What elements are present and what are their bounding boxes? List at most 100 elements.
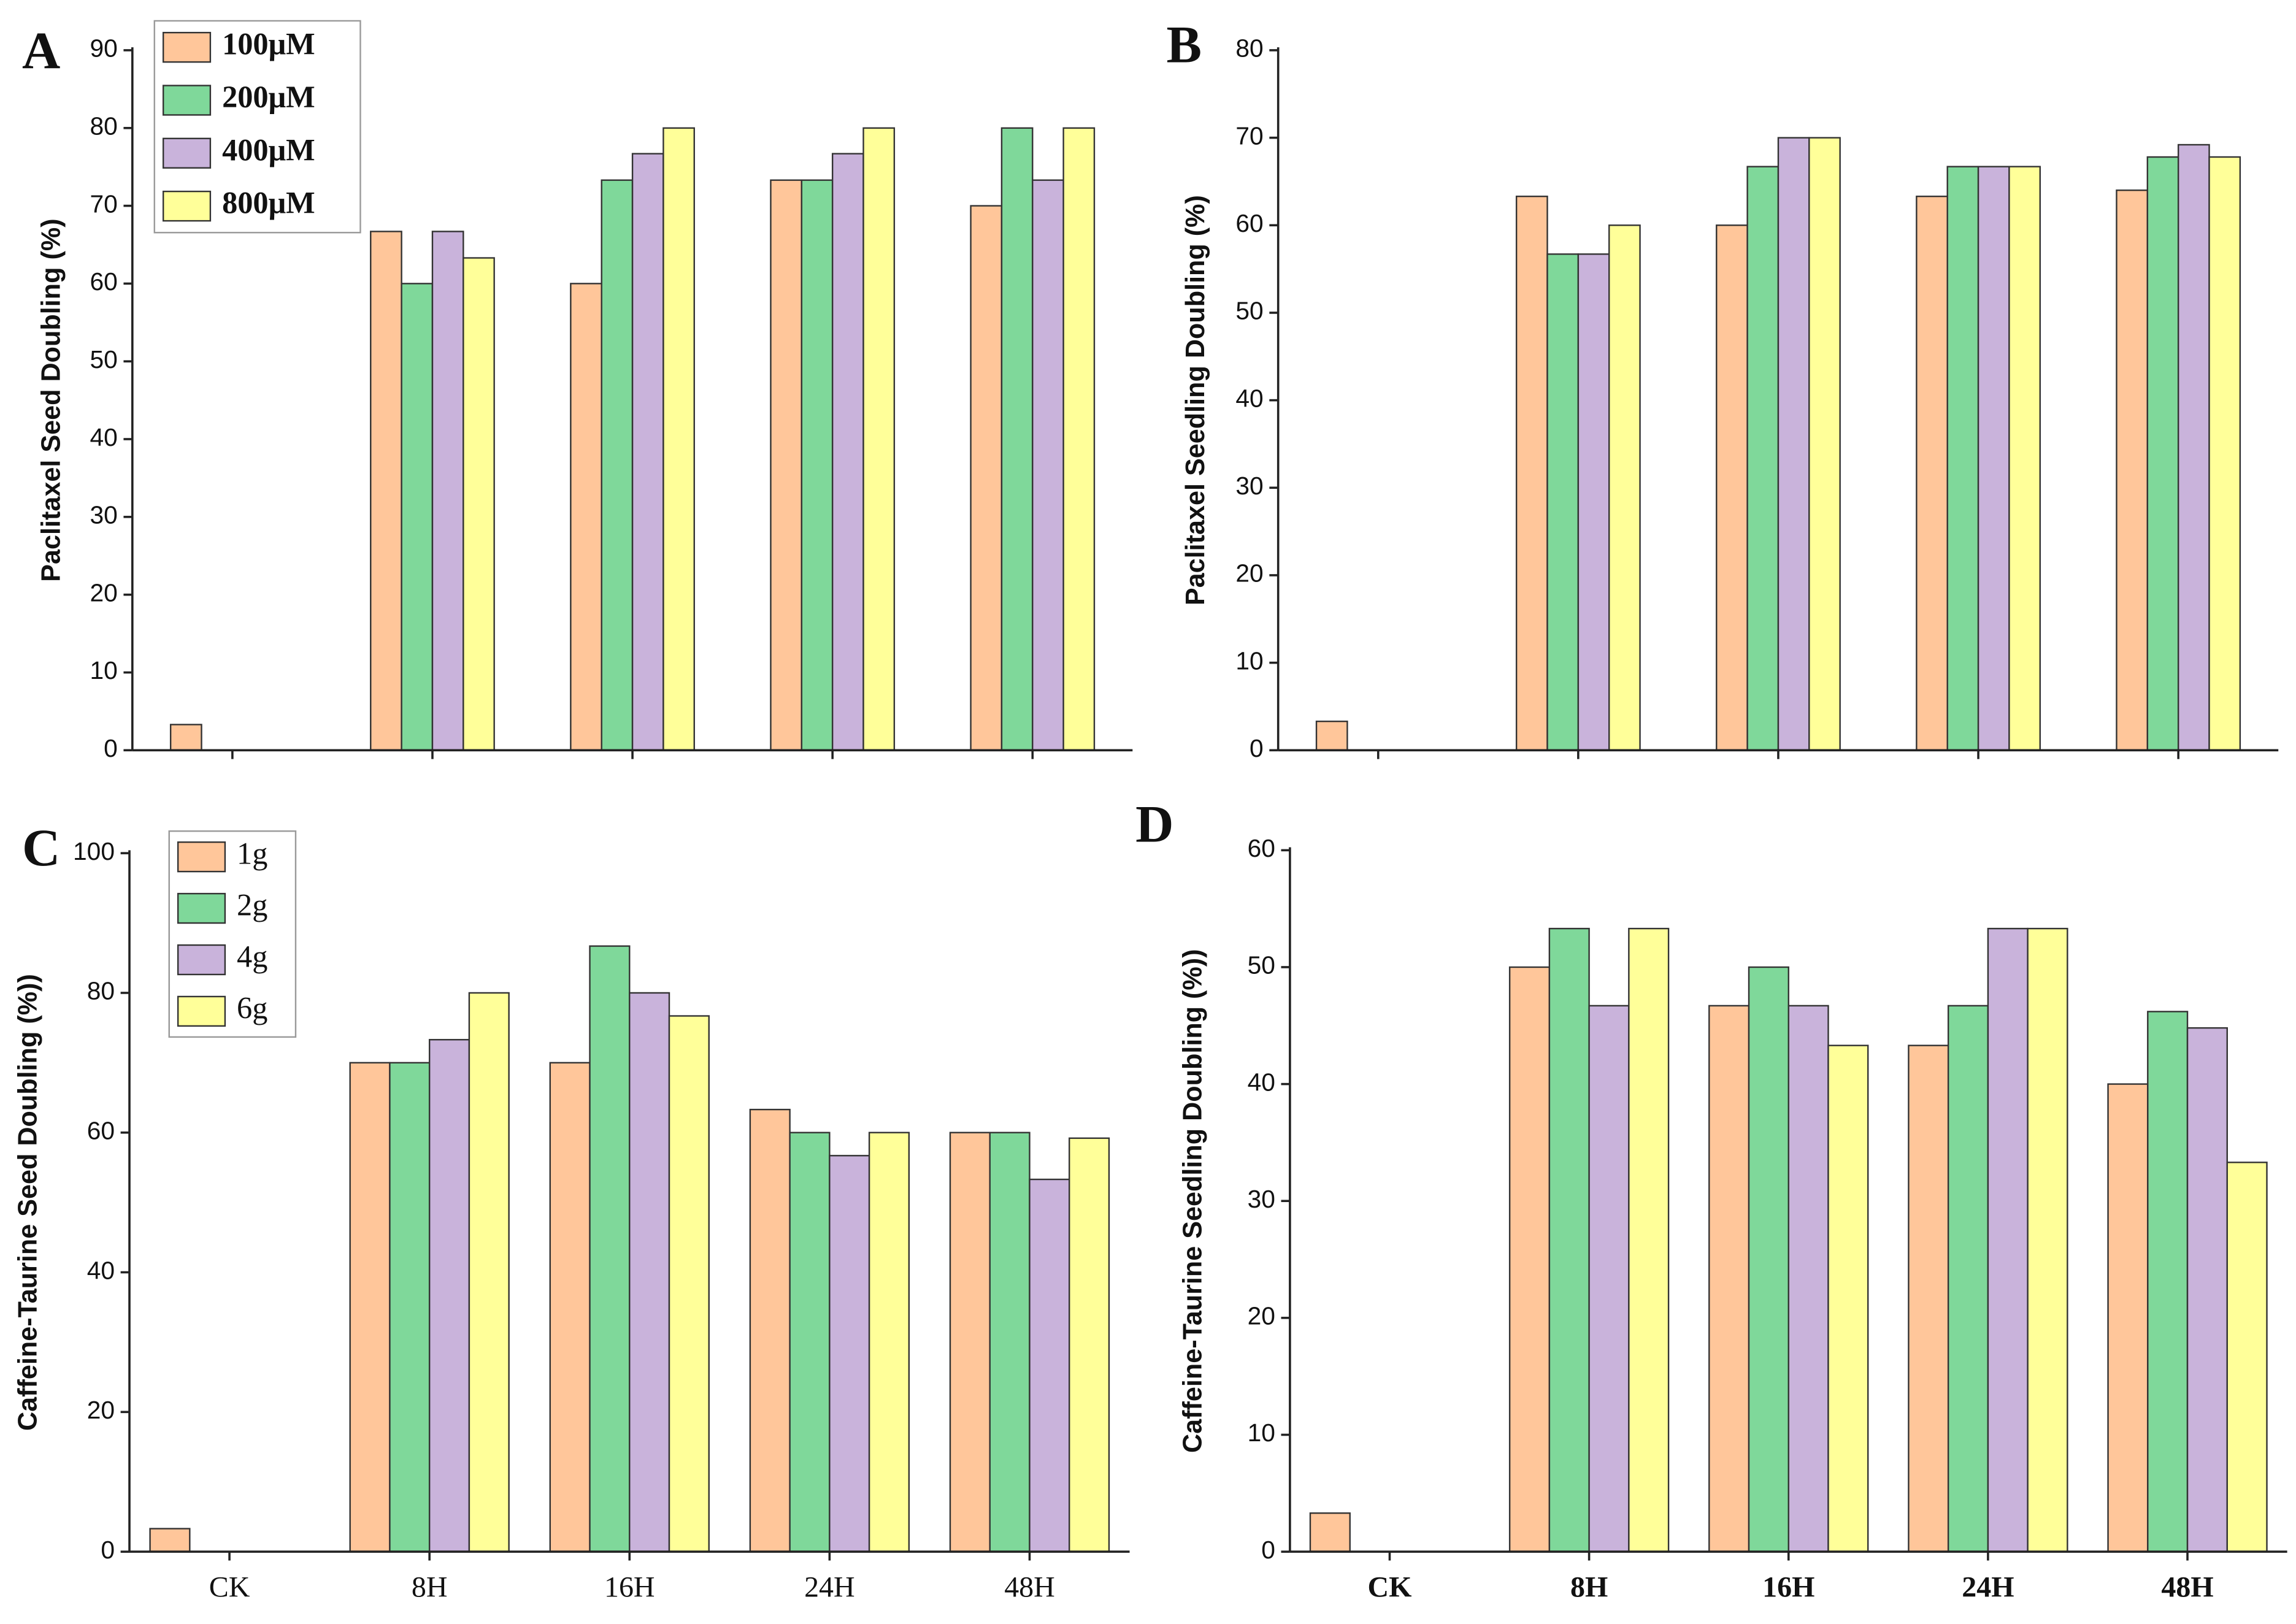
- bar: [631, 153, 664, 751]
- legend-swatch: [177, 892, 226, 924]
- bar: [431, 231, 464, 751]
- bar: [1916, 195, 1948, 751]
- y-tick-label: 0: [104, 734, 118, 762]
- bar: [862, 127, 896, 751]
- y-tick-label: 40: [90, 423, 117, 451]
- y-tick-label: 0: [1261, 1536, 1275, 1564]
- legend-swatch: [162, 190, 212, 222]
- y-tick-label: 20: [1248, 1302, 1275, 1330]
- bar: [1947, 1005, 1989, 1553]
- y-tick-label: 40: [1248, 1068, 1275, 1096]
- bar: [149, 1528, 191, 1553]
- bar: [1746, 166, 1780, 751]
- bar: [1032, 179, 1064, 751]
- bar: [2027, 927, 2068, 1553]
- y-tick-label: 50: [1248, 951, 1275, 979]
- legend-swatch: [177, 995, 226, 1027]
- y-axis-label: Caffeine-Taurine Seed Doubling (%)): [13, 974, 42, 1431]
- bar: [831, 153, 864, 751]
- bar: [1029, 1178, 1070, 1553]
- bar: [169, 724, 202, 751]
- bar: [1777, 137, 1810, 751]
- bar: [2116, 190, 2149, 751]
- y-tick-label: 40: [87, 1256, 115, 1284]
- y-tick-label: 20: [87, 1396, 115, 1424]
- y-axis-label: Caffeine-Taurine Seedling Doubling (%)): [1178, 949, 1207, 1453]
- bar: [829, 1155, 870, 1553]
- y-tick-label: 80: [1235, 34, 1263, 63]
- y-tick-label: 0: [1250, 734, 1264, 762]
- bar: [1787, 1005, 1829, 1553]
- bar: [349, 1062, 391, 1553]
- bar: [1716, 224, 1748, 751]
- bar: [401, 283, 434, 751]
- x-tick-label: 48H: [2161, 1571, 2213, 1603]
- bar: [668, 1015, 710, 1553]
- legend-label: 4g: [237, 940, 267, 974]
- y-axis-label: Paclitaxel Seed Doubling (%): [37, 218, 66, 581]
- bar: [1977, 166, 2010, 751]
- bar: [570, 283, 602, 751]
- bar: [1062, 127, 1096, 751]
- y-tick-label: 60: [1235, 209, 1263, 237]
- panel-label: D: [1135, 795, 1173, 854]
- y-tick-label: 80: [87, 977, 115, 1005]
- panel-label: B: [1166, 15, 1202, 74]
- bar: [1608, 224, 1641, 751]
- y-tick-label: 20: [90, 578, 117, 607]
- bar: [989, 1132, 1031, 1553]
- bar: [2147, 1011, 2189, 1553]
- y-tick-label: 60: [1248, 834, 1275, 862]
- y-tick-label: 30: [90, 501, 117, 529]
- legend-swatch: [162, 31, 212, 63]
- bar: [1069, 1137, 1110, 1553]
- y-axis-label: Paclitaxel Seedling Doubling (%): [1181, 195, 1210, 605]
- bar: [970, 205, 1003, 751]
- bar: [428, 1039, 470, 1553]
- bar: [1000, 127, 1034, 751]
- legend-label: 1g: [237, 837, 267, 871]
- bar: [949, 1132, 991, 1553]
- bar: [1908, 1044, 1949, 1553]
- legend-swatch: [162, 137, 212, 169]
- bar: [1309, 1512, 1351, 1553]
- bar: [463, 257, 495, 751]
- bar: [601, 179, 634, 751]
- bar: [549, 1062, 591, 1553]
- bar: [1515, 195, 1548, 751]
- x-tick-label: 48H: [1004, 1571, 1055, 1603]
- panel-label: C: [22, 818, 60, 877]
- bar: [1548, 927, 1590, 1553]
- legend-label: 2g: [237, 888, 267, 922]
- y-tick-label: 60: [90, 267, 117, 296]
- bar: [789, 1132, 831, 1553]
- bar: [1546, 253, 1580, 751]
- x-tick-label: CK: [209, 1571, 250, 1603]
- bar: [1588, 1005, 1630, 1553]
- y-tick-label: 20: [1235, 559, 1263, 588]
- bar: [2226, 1162, 2268, 1553]
- y-tick-label: 70: [90, 190, 117, 218]
- bar: [1628, 927, 1670, 1553]
- y-tick-label: 10: [1248, 1419, 1275, 1447]
- y-tick-label: 30: [1248, 1185, 1275, 1213]
- legend-swatch: [177, 841, 226, 873]
- y-tick-label: 100: [73, 837, 115, 865]
- bar: [2146, 156, 2179, 751]
- y-tick-label: 70: [1235, 121, 1263, 150]
- x-tick-label: 16H: [604, 1571, 655, 1603]
- y-tick-label: 40: [1235, 384, 1263, 412]
- bar: [1808, 137, 1841, 751]
- y-tick-label: 10: [1235, 646, 1263, 675]
- y-tick-label: 50: [1235, 297, 1263, 325]
- bar: [1508, 966, 1551, 1553]
- legend-label: 400μM: [222, 132, 315, 167]
- bar: [1827, 1044, 1869, 1553]
- bar: [2177, 144, 2210, 751]
- legend-swatch: [177, 944, 226, 976]
- bar: [2208, 156, 2241, 751]
- bar: [1577, 253, 1610, 751]
- bar: [589, 945, 631, 1553]
- y-tick-label: 60: [87, 1116, 115, 1144]
